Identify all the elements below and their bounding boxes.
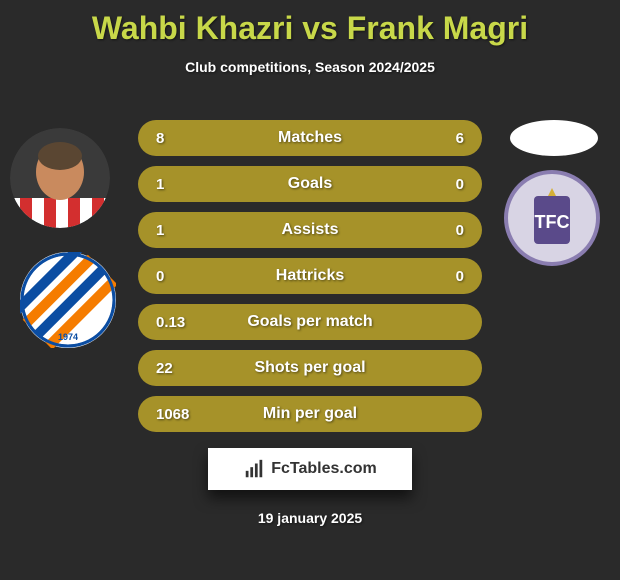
stat-left-value: 8 [156, 130, 196, 147]
stat-label: Min per goal [263, 405, 357, 423]
date-label: 19 january 2025 [0, 510, 620, 526]
stat-label: Hattricks [276, 267, 344, 285]
stat-left-value: 1 [156, 176, 196, 193]
stat-row: 0.13 Goals per match [138, 304, 482, 340]
stat-right-value: 0 [424, 222, 464, 239]
svg-text:1974: 1974 [58, 332, 78, 342]
stat-left-value: 1 [156, 222, 196, 239]
stat-right-value: 0 [424, 176, 464, 193]
stat-row: 22 Shots per goal [138, 350, 482, 386]
stat-label: Goals [288, 175, 332, 193]
stat-label: Shots per goal [254, 359, 365, 377]
stat-right-value: 0 [424, 268, 464, 285]
stats-container: 8 Matches 6 1 Goals 0 1 Assists 0 0 Hatt… [138, 120, 482, 442]
footer-text: FcTables.com [271, 460, 377, 478]
stat-label: Assists [282, 221, 339, 239]
subtitle: Club competitions, Season 2024/2025 [0, 59, 620, 75]
stat-left-value: 1068 [156, 406, 196, 423]
stat-left-value: 0 [156, 268, 196, 285]
footer-branding: FcTables.com [208, 448, 412, 490]
club-badge-right: TFC [504, 170, 600, 266]
chart-icon [243, 458, 265, 480]
page-title: Wahbi Khazri vs Frank Magri [0, 0, 620, 47]
stat-row: 1068 Min per goal [138, 396, 482, 432]
stat-label: Goals per match [247, 313, 372, 331]
stat-row: 1 Goals 0 [138, 166, 482, 202]
svg-text:TFC: TFC [535, 212, 570, 232]
stat-right-value: 6 [424, 130, 464, 147]
stat-row: 1 Assists 0 [138, 212, 482, 248]
stat-row: 0 Hattricks 0 [138, 258, 482, 294]
stat-label: Matches [278, 129, 342, 147]
stat-row: 8 Matches 6 [138, 120, 482, 156]
player-left-photo [10, 128, 110, 228]
stat-left-value: 22 [156, 360, 196, 377]
stat-left-value: 0.13 [156, 314, 196, 331]
player-right-jersey [510, 120, 598, 156]
club-badge-left: 1974 [20, 252, 116, 348]
